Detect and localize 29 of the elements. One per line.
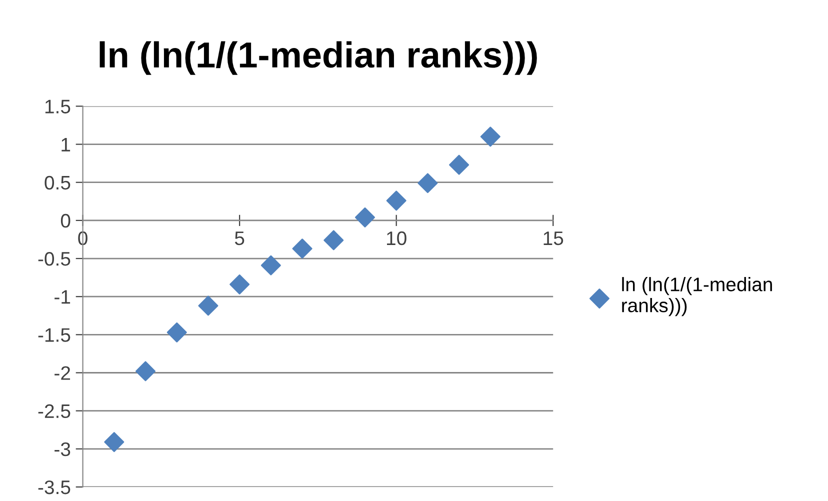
legend-label: ln (ln(1/(1-median ranks))): [622, 277, 772, 316]
point: [104, 432, 124, 452]
y-tick-label: 1.5: [45, 100, 70, 114]
y-tick-label: 1: [62, 138, 70, 152]
y-tick-label: -2.5: [38, 404, 70, 418]
y-tick-label: 0: [60, 214, 70, 228]
point: [418, 173, 438, 194]
x-tick-label: 15: [544, 232, 564, 246]
x-tick-label: 5: [234, 232, 244, 246]
point: [198, 296, 218, 316]
point: [324, 230, 344, 250]
y-tick-label: -1: [54, 290, 70, 304]
y-tick-label: -3: [54, 442, 70, 456]
point: [449, 154, 470, 175]
point: [386, 190, 406, 211]
y-tick-label: 0.5: [44, 176, 70, 190]
chart-title: ln (ln(1/(1-median ranks))): [100, 41, 537, 75]
point: [230, 274, 250, 294]
point: [260, 255, 281, 276]
x-tick-label: 10: [387, 231, 406, 246]
y-tick-label: -2: [54, 366, 70, 380]
y-tick-label: -0.5: [38, 252, 70, 266]
point: [135, 361, 156, 382]
y-tick-label: -3.5: [38, 480, 70, 494]
point: [166, 322, 187, 342]
point: [480, 126, 500, 147]
point: [292, 238, 312, 259]
y-tick-label: -1.5: [38, 328, 70, 342]
point: [354, 207, 375, 228]
